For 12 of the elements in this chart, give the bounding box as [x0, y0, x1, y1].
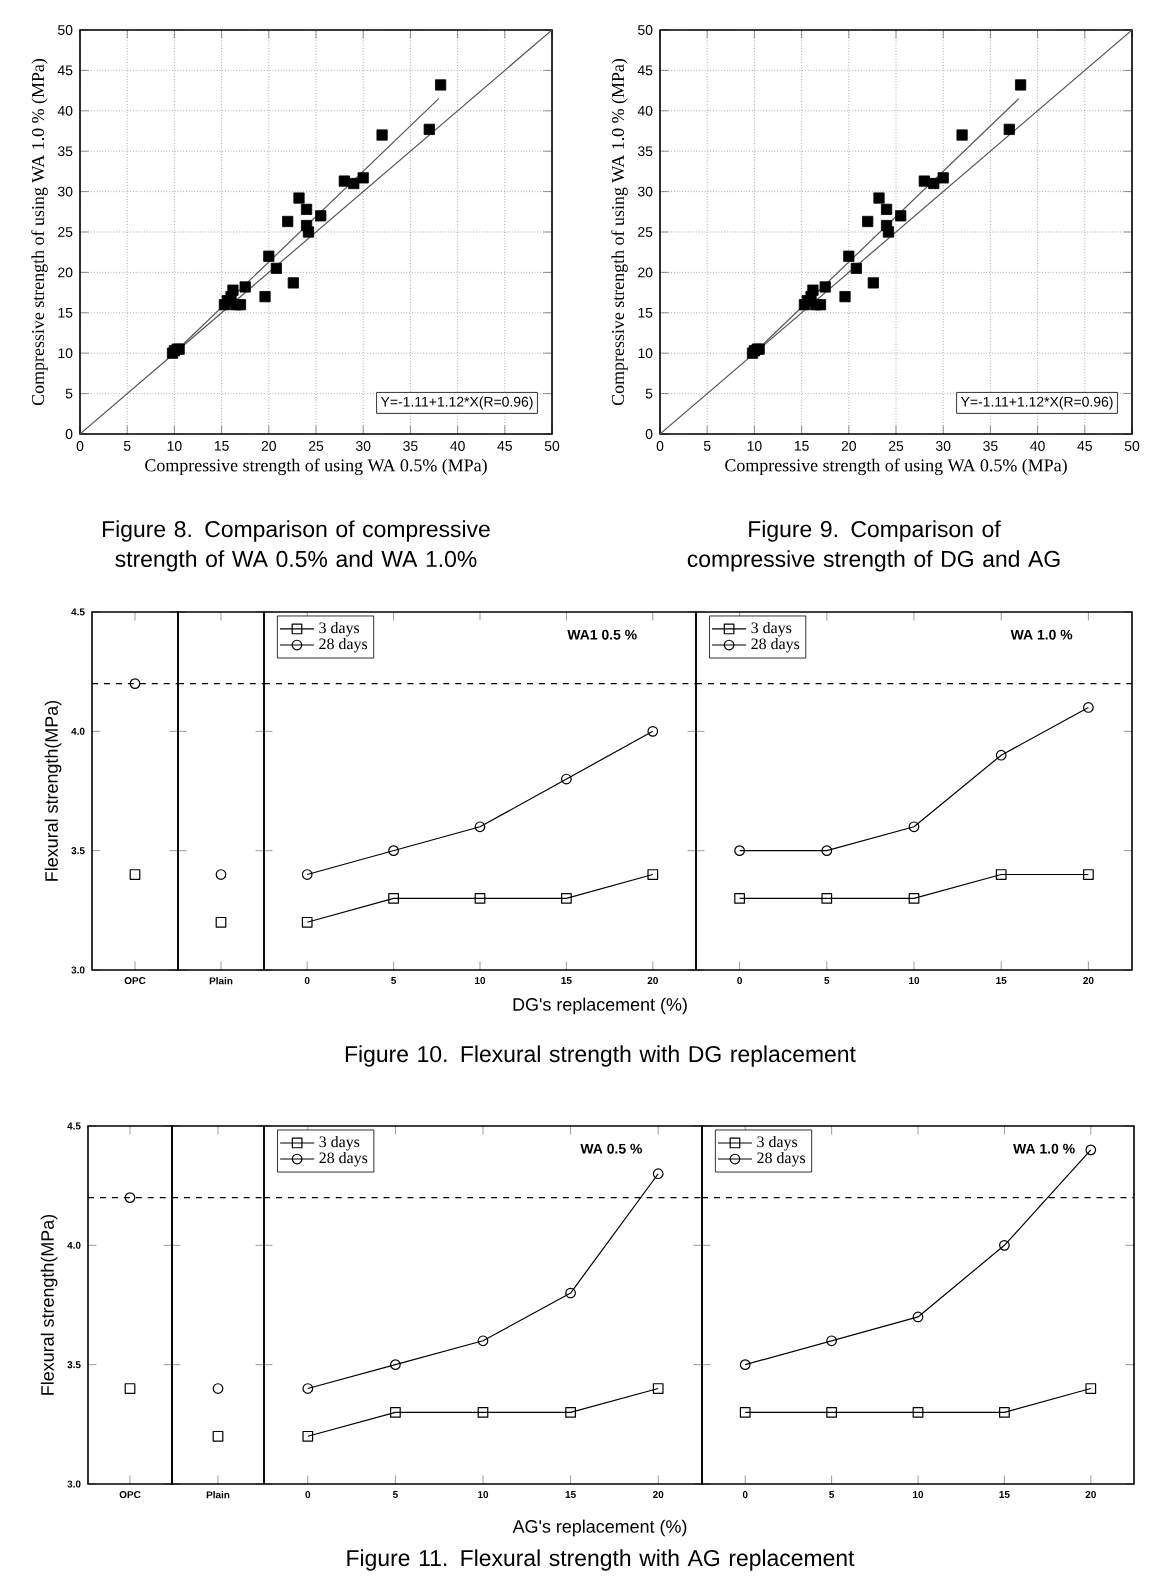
text: Figure 10. Flexural strength with DG replacement — [345, 1045, 856, 1067]
y-axis-title: Flexural strength(MPa) — [44, 700, 62, 881]
text: Figure 9. Comparison of compressive strength of DG and AG — [687, 520, 1060, 572]
y-axis-title: Flexural strength(MPa) — [40, 1214, 58, 1395]
y-axis-title: Compressive strength of using WA 1.0 % (MPa) — [31, 58, 48, 406]
y-axis-title: Compressive strength of using WA 1.0 % (MPa) — [611, 58, 628, 406]
x-axis-title: Compressive strength of using WA 0.5% (MPa) — [145, 458, 487, 476]
text: Figure 11. Flexural strength with AG replacement — [347, 1549, 855, 1571]
x-axis-title: DG's replacement (%) — [513, 997, 687, 1015]
text: Figure 8. Comparison of compressive strength of WA 0.5% and WA 1.0% — [103, 520, 490, 572]
x-axis-title: AG's replacement (%) — [512, 1519, 687, 1537]
x-axis-title: Compressive strength of using WA 0.5% (MPa) — [725, 458, 1067, 476]
